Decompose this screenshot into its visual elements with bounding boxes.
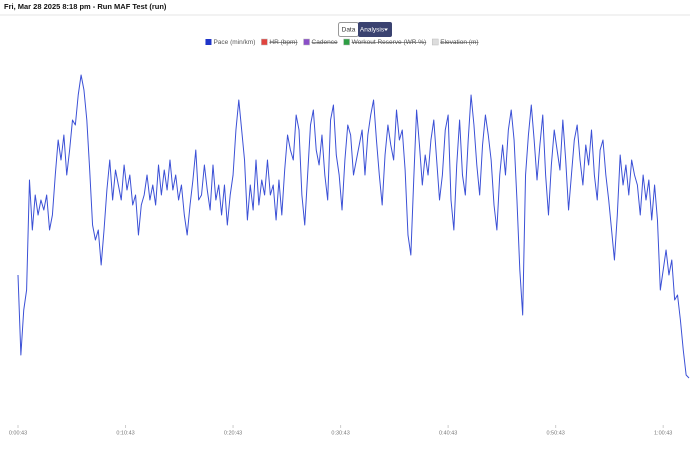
dropdown-caret	[384, 28, 388, 31]
x-tick-label: 0:10:43	[116, 430, 134, 436]
legend-label: Workout Reserve (WR %)	[352, 39, 427, 46]
legend-label: Elevation (m)	[440, 39, 478, 46]
x-tick-label: 0:20:43	[224, 430, 242, 436]
legend-swatch	[261, 38, 268, 46]
data-button-label[interactable]: Data	[342, 27, 356, 34]
x-tick-label: 0:50:43	[546, 430, 564, 436]
legend-label: HR (bpm)	[269, 39, 297, 46]
legend-label: Cadence	[312, 39, 338, 46]
analysis-button-label[interactable]: Analysis	[360, 27, 385, 34]
x-tick-label: 0:00:43	[9, 430, 27, 436]
legend-item[interactable]: Elevation (m)	[431, 38, 479, 46]
legend-item[interactable]: HR (bpm)	[261, 38, 298, 46]
page-title: Fri, Mar 28 2025 8:18 pm - Run MAF Test …	[4, 2, 167, 11]
legend-item[interactable]: Workout Reserve (WR %)	[343, 38, 427, 46]
legend: Pace (min/km) HR (bpm) Cadence Workout Rese…	[205, 38, 479, 46]
analysis-button[interactable]	[358, 22, 392, 37]
legend-swatch	[303, 38, 310, 46]
legend-swatch	[343, 38, 350, 46]
series-line	[17, 74, 690, 379]
x-tick-label: 0:30:43	[331, 430, 349, 436]
legend-item[interactable]: Pace (min/km)	[205, 39, 255, 46]
legend-swatch	[431, 38, 439, 46]
x-tick-label: 1:00:43	[654, 430, 672, 436]
legend-label: Pace (min/km)	[213, 39, 255, 46]
legend-item[interactable]: Cadence	[303, 38, 338, 46]
x-tick-label: 0:40:43	[439, 430, 457, 436]
legend-swatch	[205, 39, 212, 45]
